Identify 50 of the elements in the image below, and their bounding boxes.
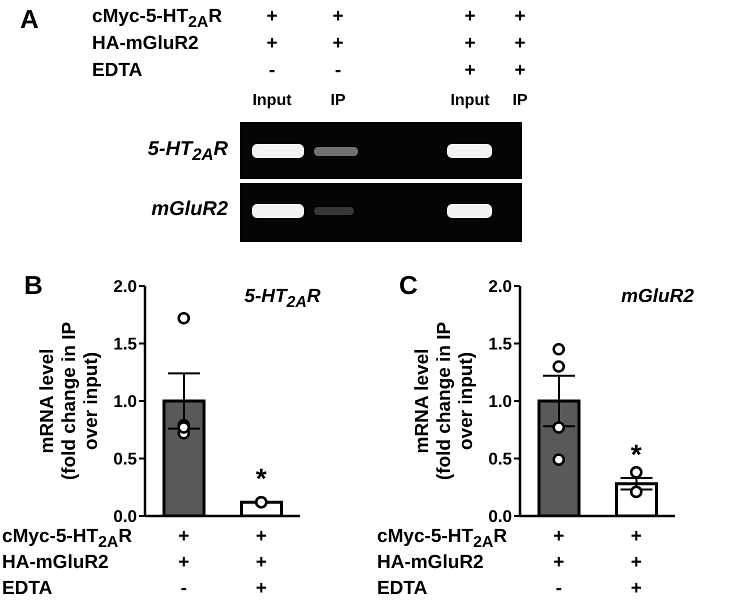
y-tick-label: 2.0 [113, 277, 137, 296]
x-tick-label: + + + [630, 526, 642, 599]
annotation: * [256, 463, 267, 494]
text: + [331, 33, 345, 55]
text: HA-mGluR2 [2, 552, 109, 574]
y-tick-label: 1.5 [113, 334, 137, 354]
text: cMyc-5-HT$_{2A}$R [377, 526, 508, 552]
text: + [513, 33, 527, 55]
text: IP [512, 92, 528, 109]
text: + [265, 33, 279, 55]
text: HA-mGluR2 [377, 552, 484, 574]
text: + [331, 6, 345, 28]
text: 5-HT$_{2A}$R [146, 138, 228, 165]
text: + [513, 6, 527, 28]
text: + [265, 6, 279, 28]
text: Input [449, 92, 491, 110]
text: HA-mGluR2 [92, 33, 199, 55]
x-tick-label: + + - [553, 526, 564, 599]
y-tick-label: 1.0 [113, 392, 137, 412]
chart-subtitle: 5-HT$_{2A}$R [243, 286, 322, 312]
y-tick-label: 0.5 [488, 450, 512, 469]
y-tick-label: 1.5 [488, 334, 512, 354]
y-tick-label: 1.0 [488, 392, 512, 412]
y-tick-label: 0.0 [113, 507, 137, 526]
text: cMyc-5-HT$_{2A}$R [92, 6, 222, 32]
text: EDTA [92, 60, 142, 82]
y-axis-title: mRNA level (fold change in IP over input) [412, 322, 478, 480]
chart-title: C [399, 270, 418, 301]
y-axis-title: mRNA level (fold change in IP over input) [37, 322, 103, 480]
text: - [268, 60, 276, 82]
y-tick-label: 0.0 [488, 507, 512, 526]
text: + [463, 60, 477, 82]
text: IP [329, 92, 347, 110]
text: mGluR2 [150, 198, 228, 221]
text: + [463, 6, 477, 28]
chart-title: B [24, 270, 43, 301]
text: cMyc-5-HT$_{2A}$R [2, 526, 132, 552]
x-tick-label: + + + [256, 526, 267, 599]
annotation: * [630, 439, 642, 470]
text: + [463, 33, 477, 55]
text: EDTA [2, 578, 52, 600]
text: + [513, 60, 527, 82]
y-tick-label: 2.0 [488, 277, 512, 296]
x-tick-label: + + - [178, 526, 190, 599]
text: A [20, 4, 39, 35]
text: - [334, 60, 342, 82]
text: Input [251, 92, 293, 110]
text: EDTA [377, 578, 428, 600]
chart-subtitle: mGluR2 [620, 286, 695, 308]
y-tick-label: 0.5 [113, 450, 137, 469]
